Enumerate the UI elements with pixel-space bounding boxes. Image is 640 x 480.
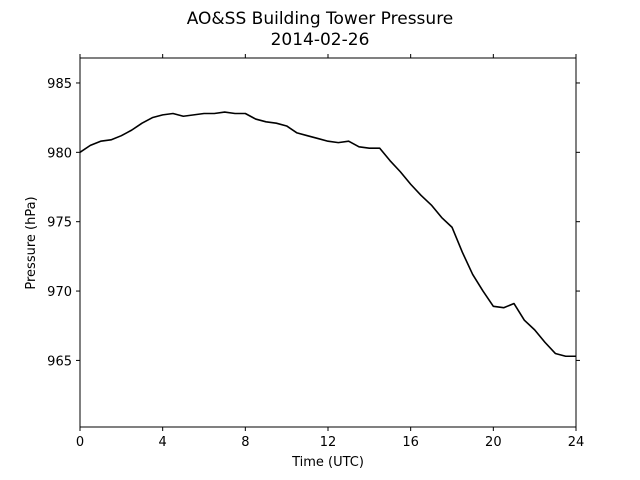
x-tick-label: 8 bbox=[241, 435, 249, 450]
x-axis-label: Time (UTC) bbox=[291, 455, 364, 470]
pressure-series-line bbox=[79, 111, 576, 358]
y-axis-label: Pressure (hPa) bbox=[24, 196, 39, 289]
x-tick-label: 24 bbox=[568, 435, 585, 450]
y-tick-label: 975 bbox=[47, 216, 72, 231]
chart-subtitle: 2014-02-26 bbox=[271, 30, 370, 50]
y-tick-label: 970 bbox=[47, 285, 72, 300]
x-tick-label: 0 bbox=[76, 435, 84, 450]
y-tick-label: 985 bbox=[47, 77, 72, 92]
x-tick-label: 20 bbox=[485, 435, 502, 450]
y-tick-label: 980 bbox=[47, 146, 72, 161]
axes-frame bbox=[79, 57, 577, 428]
x-tick-label: 16 bbox=[402, 435, 419, 450]
y-tick-label: 965 bbox=[47, 354, 72, 369]
x-tick-label: 12 bbox=[320, 435, 337, 450]
x-tick-label: 4 bbox=[159, 435, 167, 450]
chart-title: AO&SS Building Tower Pressure bbox=[187, 9, 454, 29]
plot-area: 0 4 8 12 16 20 24 965 970 975 980 985 bbox=[47, 54, 584, 450]
